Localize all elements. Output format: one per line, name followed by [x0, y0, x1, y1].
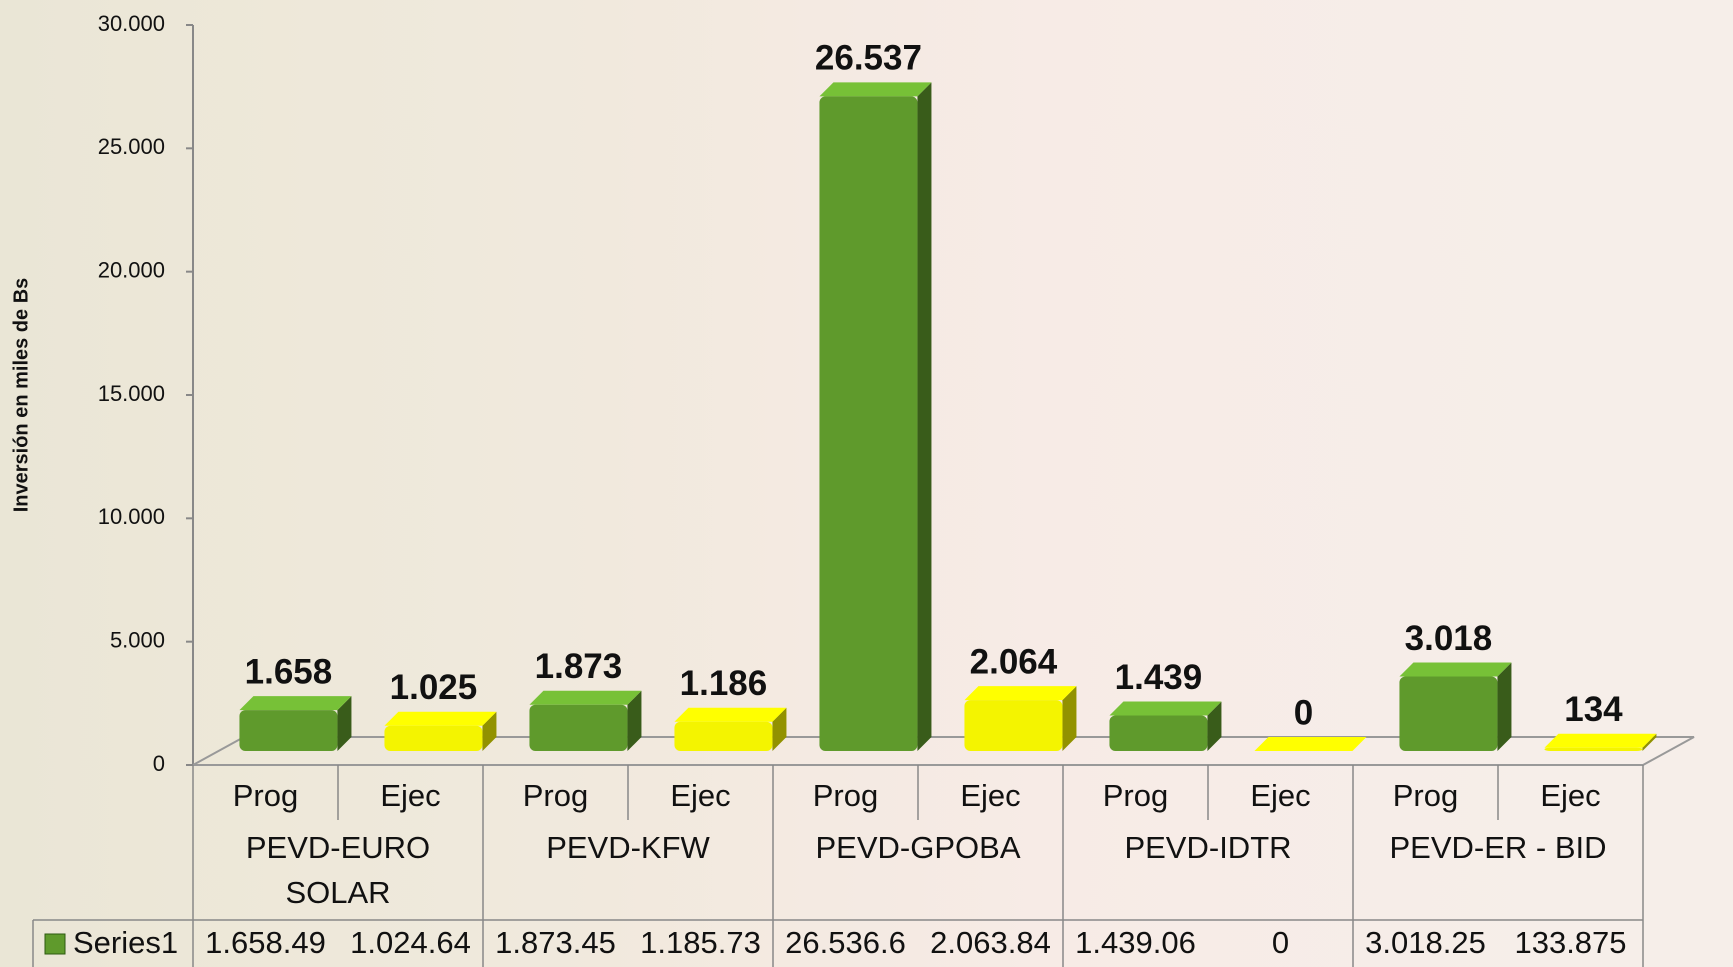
bar-top	[1254, 737, 1366, 751]
y-axis-label: Inversión en miles de Bs	[10, 278, 32, 513]
table-value: 1.439.06	[1075, 925, 1196, 960]
value-label: 3.018	[1405, 619, 1493, 658]
bar	[964, 700, 1062, 751]
group-label: PEVD-GPOBA	[773, 825, 1063, 870]
table-value: 2.063.84	[930, 925, 1051, 960]
group-label: PEVD-IDTR	[1063, 825, 1353, 870]
y-tick-label: 15.000	[98, 381, 165, 406]
x-tick-label: Ejec	[1250, 778, 1310, 813]
value-label: 1.025	[390, 668, 478, 707]
bar-top	[239, 696, 351, 710]
bar-top	[1544, 734, 1656, 748]
legend-swatch	[45, 934, 65, 954]
y-tick-label: 30.000	[98, 11, 165, 36]
y-tick-label: 5.000	[110, 627, 165, 652]
bar-top	[529, 691, 641, 705]
bar	[1109, 716, 1207, 751]
bar-top	[1109, 702, 1221, 716]
table-value: 1.658.49	[205, 925, 326, 960]
bar-side	[1497, 663, 1511, 751]
x-tick-label: Prog	[1393, 778, 1458, 813]
table-value: 1.873.45	[495, 925, 616, 960]
bar-top	[819, 82, 931, 96]
group-label: PEVD-ER - BID	[1353, 825, 1643, 870]
y-tick-label: 10.000	[98, 504, 165, 529]
bar	[1544, 748, 1642, 751]
table-value: 133.875	[1514, 925, 1626, 960]
bar-top	[1399, 663, 1511, 677]
x-tick-label: Ejec	[960, 778, 1020, 813]
value-label: 1.873	[535, 647, 623, 686]
bar-top	[384, 712, 496, 726]
value-label: 1.186	[680, 664, 768, 703]
bar	[529, 705, 627, 751]
value-label: 134	[1564, 690, 1623, 729]
table-value: 1.024.64	[350, 925, 471, 960]
legend-label: Series1	[73, 925, 178, 960]
value-label: 26.537	[815, 39, 922, 78]
bar-top	[674, 708, 786, 722]
value-label: 1.439	[1115, 658, 1203, 697]
x-tick-label: Ejec	[670, 778, 730, 813]
bar-top	[964, 686, 1076, 700]
bar	[384, 726, 482, 751]
bar	[1399, 677, 1497, 751]
x-tick-label: Prog	[1103, 778, 1168, 813]
page: Inversión en miles de Bs 0 5.000 10.000 15.…	[0, 0, 1733, 967]
chart: Inversión en miles de Bs 0 5.000 10.000 15.…	[0, 0, 1733, 967]
value-label: 1.658	[245, 652, 333, 691]
group-label: PEVD-EURO SOLAR	[193, 825, 483, 915]
table-value: 3.018.25	[1365, 925, 1486, 960]
table-value: 26.536.6	[785, 925, 906, 960]
x-tick-label: Ejec	[380, 778, 440, 813]
bar-side	[917, 82, 931, 751]
bar	[239, 710, 337, 751]
y-tick-label: 20.000	[98, 257, 165, 282]
y-tick-label: 0	[153, 751, 165, 776]
x-tick-label: Ejec	[1540, 778, 1600, 813]
y-tick-label: 25.000	[98, 134, 165, 159]
x-tick-label: Prog	[523, 778, 588, 813]
table-value: 1.185.73	[640, 925, 761, 960]
x-tick-label: Prog	[233, 778, 298, 813]
table-value: 0	[1272, 925, 1289, 960]
bar	[674, 722, 772, 751]
group-label: PEVD-KFW	[483, 825, 773, 870]
value-label: 2.064	[970, 642, 1058, 681]
bar	[819, 96, 917, 751]
value-label: 0	[1294, 693, 1313, 732]
x-tick-label: Prog	[813, 778, 878, 813]
